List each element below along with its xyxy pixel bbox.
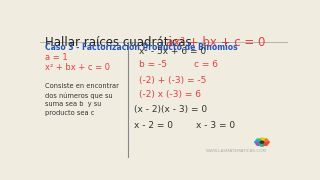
Text: Caso 3 - Factorización Producto de Binomios: Caso 3 - Factorización Producto de Binom… <box>45 43 237 52</box>
Text: a = 1: a = 1 <box>45 53 68 62</box>
Circle shape <box>263 143 268 145</box>
Text: (-2) x (-3) = 6: (-2) x (-3) = 6 <box>139 89 201 98</box>
Circle shape <box>255 141 259 143</box>
Circle shape <box>260 138 264 141</box>
Text: b = -5: b = -5 <box>139 60 167 69</box>
Text: x - 2 = 0: x - 2 = 0 <box>134 121 173 130</box>
Text: Hallar raíces cuadráticas: Hallar raíces cuadráticas <box>45 36 192 49</box>
Text: (-2) + (-3) = -5: (-2) + (-3) = -5 <box>139 76 207 85</box>
Text: WWW.LASMATEMATICAS.COM: WWW.LASMATEMATICAS.COM <box>206 148 267 153</box>
Text: c = 6: c = 6 <box>194 60 218 69</box>
Text: (x - 2)(x - 3) = 0: (x - 2)(x - 3) = 0 <box>134 105 207 114</box>
Text: x - 3 = 0: x - 3 = 0 <box>196 121 236 130</box>
Circle shape <box>263 139 268 141</box>
Text: dos números que su: dos números que su <box>45 92 113 99</box>
Circle shape <box>260 141 264 143</box>
Circle shape <box>265 141 269 143</box>
Circle shape <box>256 143 261 145</box>
Circle shape <box>260 144 264 146</box>
Text: ax² + bx + c = 0: ax² + bx + c = 0 <box>166 36 266 49</box>
Text: x² + bx + c = 0: x² + bx + c = 0 <box>45 63 110 72</box>
Text: producto sea c: producto sea c <box>45 110 94 116</box>
Text: suma sea b  y su: suma sea b y su <box>45 101 101 107</box>
Text: x² - 5x + 6 = 0: x² - 5x + 6 = 0 <box>139 47 206 56</box>
Circle shape <box>256 139 261 141</box>
Text: Consiste en encontrar: Consiste en encontrar <box>45 83 119 89</box>
